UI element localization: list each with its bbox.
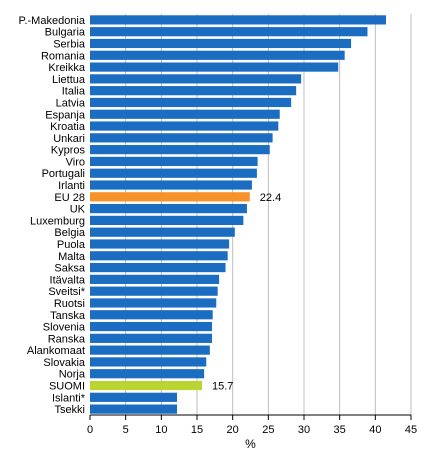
- category-label: Bulgaria: [45, 27, 86, 39]
- bar: [90, 404, 178, 414]
- bar: [90, 192, 250, 202]
- category-label: Latvia: [56, 97, 86, 109]
- category-label: Serbia: [53, 38, 86, 50]
- x-axis-ticks: 0 5 10 15 20 25 30 35 40 45: [87, 415, 417, 436]
- bar: [90, 133, 273, 143]
- category-label: Malta: [58, 251, 86, 263]
- tick-label: 20: [227, 424, 239, 436]
- category-label: Tsekki: [54, 404, 85, 416]
- grid-lines: [125, 14, 412, 415]
- bar: [90, 262, 226, 273]
- tick-label: 30: [298, 424, 310, 436]
- category-label: Italia: [62, 86, 86, 98]
- bars: [90, 15, 387, 414]
- category-label: Kreikka: [48, 62, 86, 74]
- category-label: Ruotsi: [54, 298, 85, 310]
- tick-label: 45: [405, 424, 417, 436]
- category-label: UK: [70, 204, 86, 216]
- tick-label: 0: [87, 424, 93, 436]
- bar: [90, 392, 178, 402]
- category-label: Romania: [41, 50, 86, 62]
- tick-label: 5: [123, 424, 129, 436]
- tick-label: 15: [191, 424, 203, 436]
- bar: [90, 298, 217, 308]
- bar: [90, 97, 292, 108]
- bar: [90, 227, 235, 237]
- bar: [90, 345, 210, 355]
- category-label: Irlanti: [58, 180, 85, 192]
- category-label: Kypros: [51, 145, 86, 157]
- category-label: Luxemburg: [30, 215, 85, 227]
- bar: [90, 62, 339, 72]
- category-label: Islanti*: [52, 392, 86, 404]
- category-label: Espanja: [45, 109, 86, 121]
- category-label: Portugali: [42, 168, 85, 180]
- bar: [90, 204, 247, 214]
- category-label: Norja: [59, 369, 86, 381]
- bar: [90, 156, 258, 167]
- bar: [90, 333, 212, 343]
- bar: [90, 357, 207, 367]
- bar: [90, 38, 352, 49]
- bar: [90, 380, 202, 391]
- category-label: Kroatia: [50, 121, 86, 133]
- category-label: Ranska: [48, 333, 86, 345]
- bar: [90, 145, 270, 155]
- category-label: Slovakia: [43, 357, 85, 369]
- category-label: SUOMI: [49, 381, 85, 393]
- bar: [90, 239, 230, 249]
- bar: [90, 286, 218, 296]
- bar: [90, 274, 220, 284]
- category-label: Unkari: [53, 133, 85, 145]
- category-label: EU 28: [54, 192, 85, 204]
- bar: [90, 168, 257, 178]
- category-label: Itävalta: [50, 274, 86, 286]
- bar: [90, 180, 252, 190]
- category-label: Sveitsi*: [48, 286, 85, 298]
- tick-label: 35: [334, 424, 346, 436]
- bar: [90, 86, 297, 96]
- category-label: Liettua: [52, 74, 86, 86]
- bar: [90, 50, 345, 60]
- tick-label: 40: [369, 424, 381, 436]
- bar: [90, 109, 280, 119]
- category-label: Viro: [66, 156, 85, 168]
- category-label: Belgia: [54, 227, 85, 239]
- category-label: Puola: [57, 239, 86, 251]
- category-label: Alankomaat: [27, 345, 85, 357]
- bar: [90, 251, 228, 261]
- data-labels: 22.4 15.7: [212, 192, 281, 393]
- bar: [90, 215, 244, 225]
- data-label: 15.7: [212, 381, 233, 393]
- category-labels: P.-MakedoniaBulgariaSerbiaRomaniaKreikka…: [19, 15, 86, 416]
- bar: [90, 74, 302, 84]
- category-label: P.-Makedonia: [19, 15, 86, 27]
- bar: [90, 369, 205, 379]
- tick-label: 10: [155, 424, 167, 436]
- data-label: 22.4: [260, 192, 281, 204]
- category-label: Slovenia: [43, 322, 86, 334]
- bar: [90, 321, 212, 332]
- bar: [90, 310, 213, 320]
- bar: [90, 27, 368, 37]
- x-axis-title: %: [245, 437, 256, 451]
- bar: [90, 15, 387, 25]
- category-label: Saksa: [54, 263, 85, 275]
- bar: [90, 121, 279, 131]
- category-label: Tanska: [50, 310, 86, 322]
- tick-label: 25: [262, 424, 274, 436]
